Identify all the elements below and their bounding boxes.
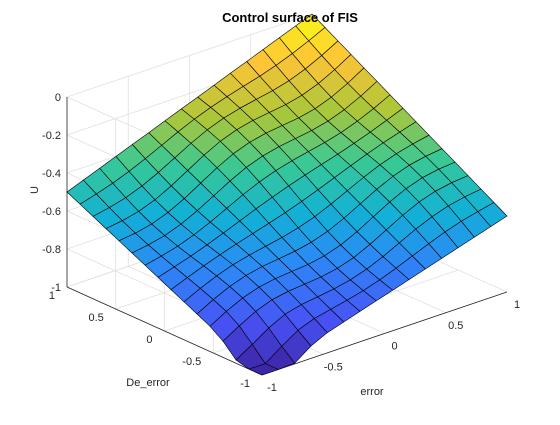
y-tick-label: -0.5: [182, 356, 201, 368]
y-tick-label: -1: [240, 378, 250, 390]
z-tick-label: -1: [51, 282, 61, 294]
z-tick-label: 0: [55, 92, 61, 104]
x-tick-label: -1: [267, 382, 277, 394]
y-axis-label: De_error: [126, 377, 170, 389]
z-axis-label: U: [29, 186, 41, 194]
y-tick-label: 0: [146, 334, 152, 346]
z-tick-label: -0.6: [42, 206, 61, 218]
y-axis-line: [66, 286, 263, 376]
x-axis-line: [261, 291, 508, 376]
x-axis-label: error: [360, 386, 384, 398]
y-tick-label: 1: [49, 290, 55, 302]
x-tick-label: 0.5: [448, 320, 463, 332]
tick-layer: -1-0.500.51-1-0.500.51-1-0.8-0.6-0.4-0.2…: [42, 92, 520, 394]
chart-title: Control surface of FIS: [222, 10, 358, 25]
z-tick-label: -0.2: [42, 130, 61, 142]
x-tick-label: 1: [514, 299, 520, 311]
z-tick-label: -0.8: [42, 244, 61, 256]
z-tick-label: -0.4: [42, 168, 61, 180]
surface-patch: [248, 363, 279, 376]
y-tick-label: 0.5: [88, 312, 103, 324]
x-tick-label: -0.5: [324, 361, 343, 373]
surface-layer: [66, 13, 508, 376]
x-tick-label: 0: [391, 341, 397, 353]
